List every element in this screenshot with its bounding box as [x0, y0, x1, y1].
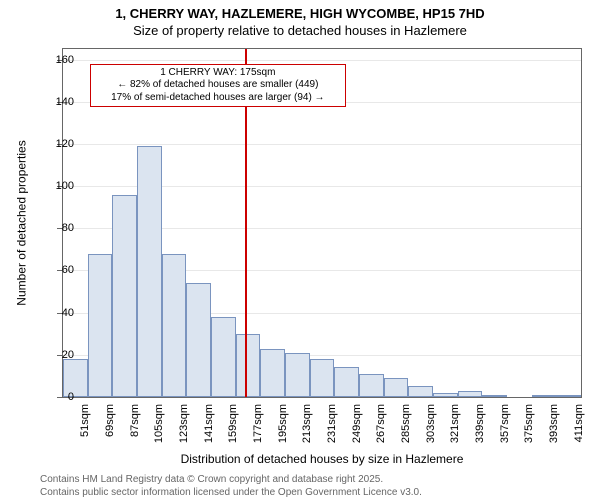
chart-title-line1: 1, CHERRY WAY, HAZLEMERE, HIGH WYCOMBE, …	[0, 6, 600, 21]
annotation-box: 1 CHERRY WAY: 175sqm← 82% of detached ho…	[90, 64, 346, 108]
x-tick-label: 231sqm	[326, 404, 338, 452]
histogram-bar	[458, 391, 483, 397]
histogram-bar	[88, 254, 113, 397]
histogram-bar	[112, 195, 137, 397]
y-axis-title: Number of detached properties	[15, 48, 29, 398]
x-tick-label: 393sqm	[548, 404, 560, 452]
chart-title-line2: Size of property relative to detached ho…	[0, 23, 600, 38]
histogram-bar	[334, 367, 359, 397]
x-tick-label: 159sqm	[227, 404, 239, 452]
histogram-bar	[186, 283, 211, 397]
x-tick-label: 51sqm	[79, 404, 91, 452]
y-tick-label: 0	[44, 391, 74, 403]
y-tick-label: 60	[44, 264, 74, 276]
x-tick-label: 357sqm	[499, 404, 511, 452]
annotation-line: ← 82% of detached houses are smaller (44…	[97, 79, 339, 92]
x-tick-label: 105sqm	[153, 404, 165, 452]
x-tick-label: 177sqm	[252, 404, 264, 452]
footer-line1: Contains HM Land Registry data © Crown c…	[40, 474, 383, 487]
y-tick-label: 140	[44, 96, 74, 108]
x-tick-label: 321sqm	[449, 404, 461, 452]
x-tick-label: 213sqm	[301, 404, 313, 452]
x-tick-label: 339sqm	[474, 404, 486, 452]
annotation-line: 1 CHERRY WAY: 175sqm	[97, 67, 339, 80]
footer-line2: Contains public sector information licen…	[40, 487, 422, 500]
plot-area: 1 CHERRY WAY: 175sqm← 82% of detached ho…	[62, 48, 582, 398]
x-tick-label: 123sqm	[178, 404, 190, 452]
x-tick-label: 195sqm	[277, 404, 289, 452]
gridline	[63, 60, 581, 61]
y-tick-label: 100	[44, 180, 74, 192]
x-tick-label: 285sqm	[400, 404, 412, 452]
histogram-bar	[285, 353, 310, 397]
histogram-bar	[433, 393, 458, 397]
histogram-bar	[236, 334, 261, 397]
x-tick-label: 375sqm	[523, 404, 535, 452]
gridline	[63, 144, 581, 145]
chart-container: 1, CHERRY WAY, HAZLEMERE, HIGH WYCOMBE, …	[0, 0, 600, 500]
y-tick-label: 20	[44, 349, 74, 361]
histogram-bar	[260, 349, 285, 398]
histogram-bar	[556, 395, 581, 397]
histogram-bar	[359, 374, 384, 397]
x-tick-label: 141sqm	[203, 404, 215, 452]
histogram-bar	[137, 146, 162, 397]
x-axis-title: Distribution of detached houses by size …	[62, 452, 582, 466]
x-tick-label: 249sqm	[351, 404, 363, 452]
histogram-bar	[310, 359, 335, 397]
y-tick-label: 40	[44, 307, 74, 319]
x-tick-label: 303sqm	[425, 404, 437, 452]
histogram-bar	[408, 386, 433, 397]
x-tick-label: 87sqm	[129, 404, 141, 452]
y-tick-label: 120	[44, 138, 74, 150]
y-tick-label: 80	[44, 222, 74, 234]
annotation-line: 17% of semi-detached houses are larger (…	[97, 92, 339, 105]
x-tick-label: 69sqm	[104, 404, 116, 452]
histogram-bar	[162, 254, 187, 397]
histogram-bar	[482, 395, 507, 397]
x-tick-label: 267sqm	[375, 404, 387, 452]
y-tick-label: 160	[44, 54, 74, 66]
histogram-bar	[532, 395, 557, 397]
histogram-bar	[384, 378, 409, 397]
x-tick-label: 411sqm	[573, 404, 585, 452]
histogram-bar	[211, 317, 236, 397]
